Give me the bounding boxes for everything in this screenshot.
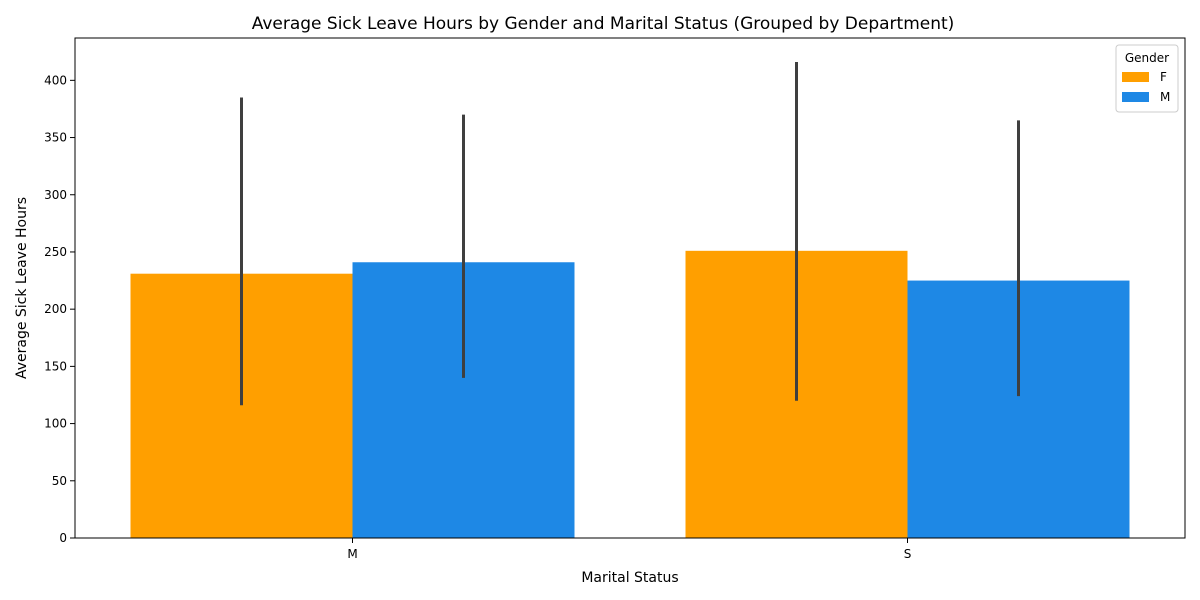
x-tick-label-S: S — [904, 547, 912, 561]
y-axis: 0 50 100 150 200 250 300 350 400 — [44, 73, 75, 545]
y-tick-label-350: 350 — [44, 131, 67, 145]
y-tick-label-50: 50 — [52, 474, 67, 488]
legend-label-M: M — [1160, 90, 1170, 104]
y-axis-title: Average Sick Leave Hours — [14, 197, 30, 379]
y-tick-label-200: 200 — [44, 302, 67, 316]
y-tick-label-300: 300 — [44, 188, 67, 202]
y-tick-label-100: 100 — [44, 417, 67, 431]
error-bars-layer — [240, 62, 1020, 406]
legend: Gender FM — [1115, 44, 1179, 113]
y-tick-label-250: 250 — [44, 245, 67, 259]
y-tick-label-400: 400 — [44, 73, 67, 87]
y-tick-label-150: 150 — [44, 359, 67, 373]
legend-swatch-M — [1122, 92, 1149, 102]
legend-label-F: F — [1160, 70, 1167, 84]
chart-title: Average Sick Leave Hours by Gender and M… — [252, 14, 955, 34]
y-tick-label-0: 0 — [59, 531, 67, 545]
plot-frame — [74, 37, 1186, 539]
x-axis-title: Marital Status — [581, 570, 678, 586]
legend-swatch-F — [1122, 72, 1149, 82]
x-tick-label-M: M — [347, 547, 357, 561]
legend-title: Gender — [1125, 51, 1169, 65]
